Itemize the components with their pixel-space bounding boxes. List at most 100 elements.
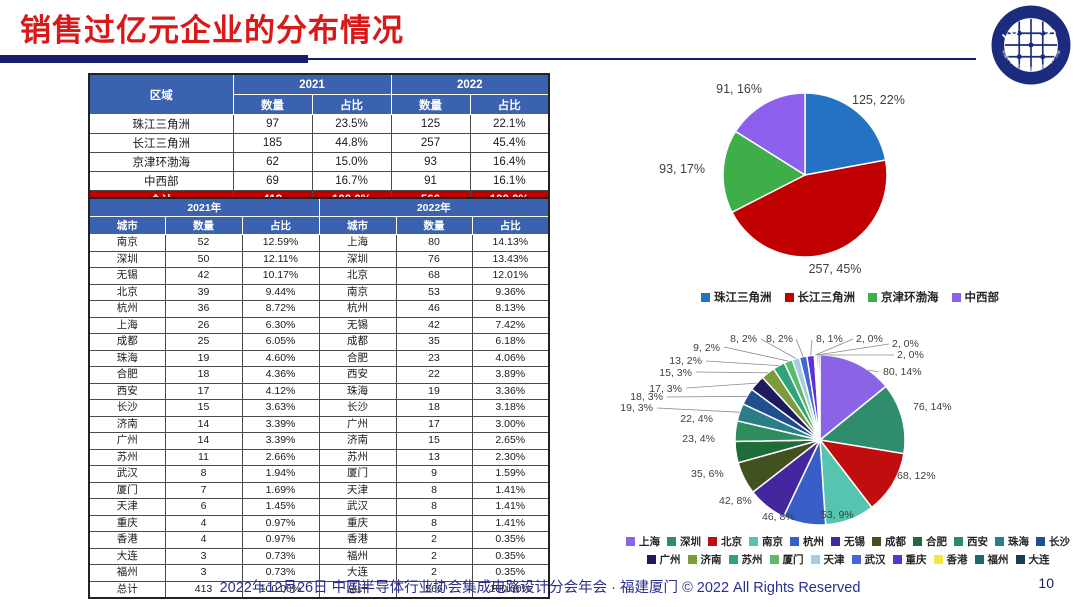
region-col-header: 区域: [88, 73, 234, 115]
table-row: 西安 17 4.12% 珠海 19 3.36%: [88, 382, 550, 400]
table-cell: 长江三角洲: [88, 133, 234, 153]
label-leader-line: [867, 369, 880, 373]
pie-data-label: 17, 3%: [649, 383, 682, 395]
legend-label: 北京: [721, 536, 742, 548]
table-cell: 3.39%: [241, 415, 320, 433]
table-row: 深圳 50 12.11% 深圳 76 13.43%: [88, 250, 550, 268]
title-underline-thick: [0, 55, 308, 63]
table-cell: 杭州: [88, 300, 166, 318]
table-row: 上海 26 6.30% 无锡 42 7.42%: [88, 316, 550, 334]
legend-item-天津: 天津: [810, 552, 845, 567]
legend-item-杭州: 杭州: [790, 534, 824, 549]
label-leader-line: [760, 338, 797, 359]
count-col-header: 数量: [232, 94, 313, 115]
table-cell: 0.73%: [241, 547, 320, 565]
legend-swatch-icon: [974, 555, 984, 564]
table-row: 大连 3 0.73% 福州 2 0.35%: [88, 547, 550, 565]
table-cell: 15: [164, 399, 243, 417]
table-cell: 42: [395, 316, 473, 334]
table-cell: 413: [164, 580, 243, 599]
table-row: 长江三角洲 185 44.8% 257 45.4%: [88, 133, 550, 153]
table-cell: 重庆: [318, 514, 397, 532]
table-cell: 合肥: [318, 349, 397, 367]
legend-item-福州: 福州: [974, 552, 1009, 567]
legend-swatch-icon: [1015, 555, 1025, 564]
table-cell: 18: [164, 366, 243, 384]
table-cell: 6.30%: [241, 316, 320, 334]
table-cell: 西安: [88, 382, 166, 400]
table-cell: 18: [395, 399, 473, 417]
count-col-header: 数量: [390, 94, 471, 115]
table-cell: 39: [164, 283, 243, 301]
city-col-header: 城市: [88, 216, 166, 235]
legend-label: 珠江三角洲: [714, 292, 772, 304]
table-cell: 69: [232, 171, 313, 191]
table-cell: 16.1%: [469, 171, 550, 191]
table-cell: 91: [390, 171, 471, 191]
table-cell: 上海: [88, 316, 166, 334]
table-row: 广州 14 3.39% 济南 15 2.65%: [88, 432, 550, 450]
table-cell: 11: [164, 448, 243, 466]
table-row: 成都 25 6.05% 成都 35 6.18%: [88, 333, 550, 351]
pie-data-label: 13, 2%: [669, 355, 702, 367]
legend-item-长沙: 长沙: [1036, 534, 1070, 549]
table-cell: 8.72%: [241, 300, 320, 318]
table-cell: 12.11%: [241, 250, 320, 268]
legend-item-厦门: 厦门: [769, 552, 804, 567]
table-cell: 济南: [318, 432, 397, 450]
legend-label: 南京: [762, 536, 783, 548]
legend-item-苏州: 苏州: [728, 552, 763, 567]
table-cell: 上海: [318, 234, 397, 252]
table-cell: 4: [164, 514, 243, 532]
table-cell: 6: [164, 498, 243, 516]
table-cell: 3.00%: [471, 415, 550, 433]
legend-item-南京: 南京: [749, 534, 783, 549]
table-cell: 无锡: [88, 267, 166, 285]
footer-text: 2022年12月26日 中国半导体行业协会集成电路设计分会年会 · 福建厦门 ©…: [219, 580, 861, 596]
table-cell: 16.7%: [311, 171, 392, 191]
pie-data-label: 46, 8%: [762, 511, 795, 523]
table-cell: 4.12%: [241, 382, 320, 400]
pie-slice-北京: [818, 438, 905, 509]
legend-item-无锡: 无锡: [831, 534, 865, 549]
table-row: 杭州 36 8.72% 杭州 46 8.13%: [88, 300, 550, 318]
table-cell: 1.45%: [241, 498, 320, 516]
table-cell: 3: [164, 547, 243, 565]
legend-item-京津环渤海: 京津环渤海: [868, 289, 939, 305]
legend-label: 杭州: [803, 536, 824, 548]
table-row: 苏州 11 2.66% 苏州 13 2.30%: [88, 448, 550, 466]
legend-swatch-icon: [831, 537, 840, 546]
table-cell: 1.69%: [241, 481, 320, 499]
year-2021-header: 2021: [232, 73, 392, 95]
table-row: 长沙 15 3.63% 长沙 18 3.18%: [88, 399, 550, 417]
legend-label: 长沙: [1049, 536, 1070, 548]
legend-item-香港: 香港: [933, 552, 968, 567]
legend-item-北京: 北京: [708, 534, 742, 549]
legend-swatch-icon: [701, 292, 710, 302]
pie-data-label: 15, 3%: [659, 367, 692, 379]
legend-swatch-icon: [728, 555, 738, 564]
legend-swatch-icon: [872, 537, 881, 546]
table-cell: 北京: [318, 267, 397, 285]
page-number: 10: [1038, 575, 1054, 591]
table-cell: 19: [395, 382, 473, 400]
legend-item-广州: 广州: [646, 552, 681, 567]
table-cell: 4: [164, 531, 243, 549]
legend-label: 深圳: [680, 536, 701, 548]
table-cell: 4.06%: [471, 349, 550, 367]
pie-slice-深圳: [818, 385, 906, 455]
legend-item-中西部: 中西部: [951, 289, 999, 305]
table-row: 珠江三角洲 97 23.5% 125 22.1%: [88, 114, 550, 134]
label-leader-line: [795, 338, 804, 357]
table-cell: 9.36%: [471, 283, 550, 301]
year-2021-header: 2021年: [88, 197, 320, 217]
legend-swatch-icon: [933, 555, 943, 564]
table-cell: 武汉: [88, 465, 166, 483]
table-cell: 北京: [88, 283, 166, 301]
table-cell: 8: [395, 498, 473, 516]
table-cell: 6.18%: [471, 333, 550, 351]
legend-swatch-icon: [810, 555, 820, 564]
table-cell: 南京: [88, 234, 166, 252]
legend-swatch-icon: [868, 292, 877, 302]
